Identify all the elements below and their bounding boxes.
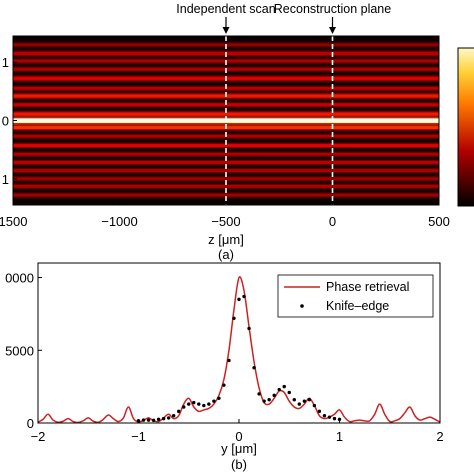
knife-edge-point [307, 398, 312, 402]
knife-edge-point [267, 398, 271, 402]
knife-edge-point [297, 402, 301, 406]
phase-retrieval-series [37, 276, 441, 424]
panel-b-label: (b) [231, 457, 247, 472]
knife-edge-point [161, 416, 166, 421]
knife-edge-point [287, 390, 291, 395]
knife-edge-point [252, 366, 256, 370]
x-tick-label: 1500 [0, 214, 27, 229]
heatmap-band [13, 169, 439, 173]
panel-a-label: (a) [218, 247, 234, 262]
knife-edge-point [212, 399, 216, 403]
x-tick-label: −500 [211, 214, 240, 229]
knife-edge-point [146, 418, 151, 422]
x-tick-label: 0 [329, 214, 336, 229]
legend-knife-edge: Knife–edge [326, 299, 389, 313]
y-tick-label: 1 [2, 55, 9, 70]
x-tick-label: 500 [428, 214, 450, 229]
knife-edge-point [262, 399, 266, 403]
plot-x-ticks: −2 −1 0 1 2 [31, 419, 444, 444]
y-tick-label: 5000 [5, 343, 34, 358]
heatmap-band [13, 161, 439, 164]
annotation-arrow-head [329, 27, 336, 34]
knife-edge-point [247, 326, 251, 331]
annotation-lines [225, 36, 334, 205]
knife-edge-point [282, 384, 286, 389]
knife-edge-point [187, 402, 191, 406]
legend-phase-retrieval: Phase retrieval [326, 280, 409, 294]
annotation-arrow-head [222, 27, 230, 34]
knife-edge-series [136, 294, 342, 423]
legend: Phase retrieval Knife–edge [277, 274, 434, 318]
knife-edge-point [272, 393, 276, 398]
knife-edge-point [177, 409, 181, 414]
knife-edge-point [277, 387, 281, 392]
knife-edge-point [232, 316, 236, 320]
x-tick-label: 2 [436, 429, 443, 444]
heatmap-band [13, 112, 439, 116]
y-tick-label: 0000 [5, 271, 34, 286]
knife-edge-point [222, 383, 226, 387]
heatmap-x-axis-label: z [μm] [208, 232, 244, 247]
annotation-label: Independent scan [176, 2, 275, 16]
knife-edge-point [312, 403, 317, 408]
knife-edge-point [156, 417, 161, 422]
phase-retrieval-line [37, 276, 441, 424]
knife-edge-point [197, 402, 201, 406]
heatmap-y-ticks: 1 0 1 [2, 55, 17, 187]
heatmap-band [13, 144, 439, 147]
heatmap-band [13, 177, 439, 181]
knife-edge-point [302, 399, 307, 403]
knife-edge-point [141, 418, 146, 422]
knife-edge-point [332, 416, 337, 421]
annotation-label: Reconstruction plane [274, 2, 391, 16]
x-tick-label: 1 [336, 429, 343, 444]
legend-dot-swatch [300, 304, 304, 308]
knife-edge-point [227, 358, 231, 363]
y-tick-label: 0 [27, 416, 34, 431]
x-tick-label: 0 [235, 429, 242, 444]
knife-edge-point [257, 392, 261, 396]
heatmap-band [13, 184, 439, 188]
y-tick-label: 1 [2, 172, 9, 187]
line-plot-panel: −2 −1 0 1 2 0 5000 0000 Phase retrieval Knife–… [5, 262, 444, 472]
heatmap-band [13, 152, 439, 156]
knife-edge-point [151, 418, 156, 423]
y-tick-label: 0 [2, 114, 9, 129]
knife-edge-point [207, 402, 211, 406]
knife-edge-point [242, 294, 246, 299]
knife-edge-point [171, 414, 176, 418]
knife-edge-point [202, 403, 206, 408]
knife-edge-point [166, 416, 171, 420]
knife-edge-point [192, 400, 196, 405]
heatmap-band [13, 193, 439, 197]
x-tick-label: −1 [131, 429, 146, 444]
knife-edge-point [322, 414, 327, 418]
knife-edge-point [237, 297, 241, 302]
plot-x-axis-label: y [μm] [221, 441, 257, 456]
knife-edge-point [292, 398, 296, 402]
plot-y-ticks: 0 5000 0000 [5, 271, 42, 431]
colorbar [457, 47, 474, 207]
x-tick-label: −2 [31, 429, 46, 444]
heatmap-x-ticks: 1500 −1000 −500 0 500 [0, 201, 450, 229]
knife-edge-point [317, 409, 322, 414]
x-tick-label: −1000 [101, 214, 138, 229]
legend-box [277, 274, 434, 318]
knife-edge-point [217, 396, 221, 400]
knife-edge-point [182, 405, 186, 409]
knife-edge-point [327, 415, 332, 419]
